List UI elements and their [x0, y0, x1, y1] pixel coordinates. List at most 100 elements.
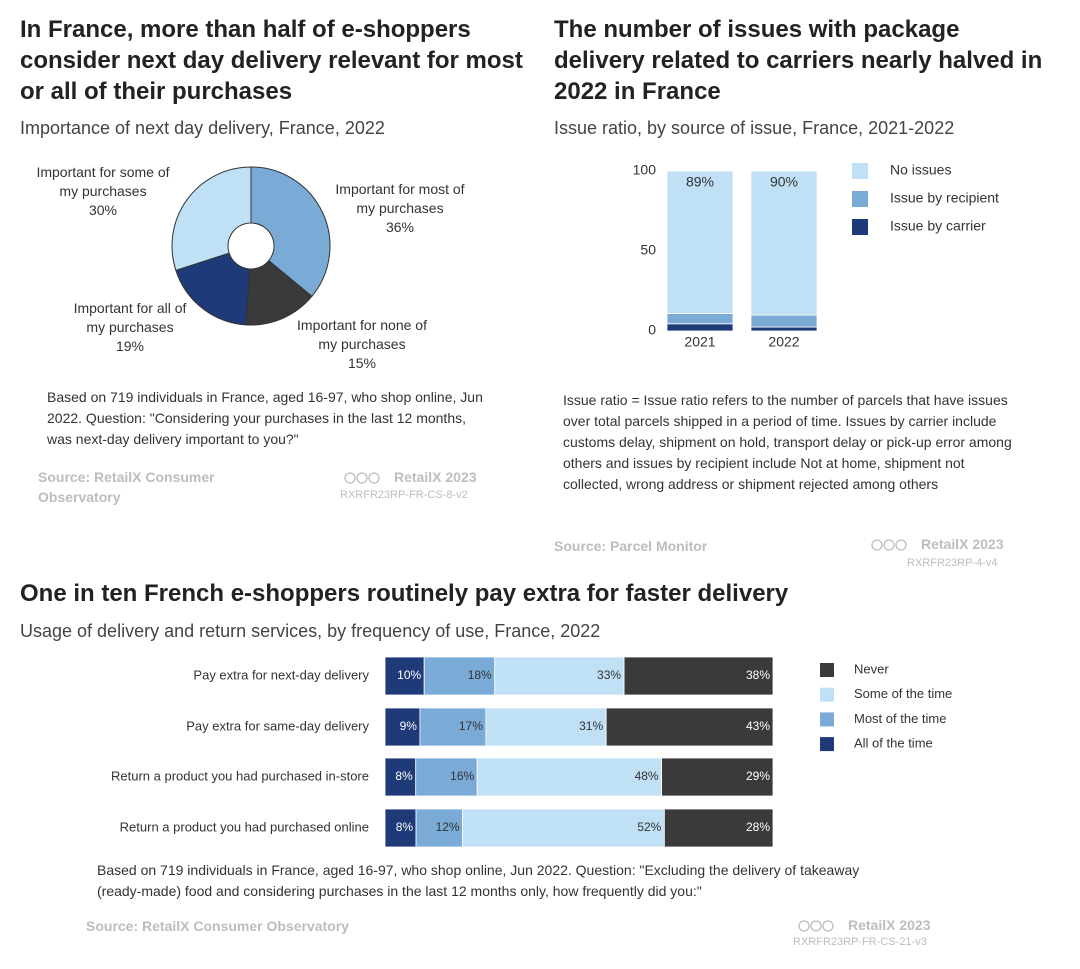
data-label: 29% [746, 769, 770, 783]
data-label: 48% [635, 769, 659, 783]
credit: RetailX 2023 [921, 536, 1004, 552]
legend-label: Some of the time [854, 686, 952, 701]
license-icon [344, 472, 356, 484]
report-code: RXRFR23RP-FR-CS-8-v2 [340, 489, 468, 501]
chart-title: One in ten French e-shoppers routinely p… [20, 580, 789, 607]
license-icon [356, 472, 368, 484]
bar-segment [384, 757, 417, 797]
legend-swatch [820, 663, 834, 677]
y-tick-label: 100 [633, 162, 657, 178]
y-tick-label: 0 [648, 322, 656, 338]
bar-segment [750, 326, 818, 332]
bar-segment [423, 656, 496, 696]
legend-label: All of the time [854, 736, 933, 751]
license-icon [810, 920, 822, 932]
data-label: 8% [396, 820, 414, 834]
bar-segment [462, 808, 665, 848]
legend-label: No issues [890, 162, 951, 178]
slice-value: 30% [88, 202, 118, 218]
legend-label: Most of the time [854, 711, 946, 726]
bar-segment [663, 808, 774, 848]
data-label: 17% [459, 719, 483, 733]
legend-swatch [852, 191, 868, 207]
bar-segment [494, 656, 625, 696]
x-tick-label: 2022 [768, 334, 799, 350]
source: Source: RetailX Consumer Observatory [86, 918, 349, 934]
slice-label: Important for most of my purchases 36% [325, 180, 475, 237]
bar-segment [666, 312, 734, 325]
bar-segment [666, 323, 734, 332]
bar-segment [623, 656, 774, 696]
data-label: 43% [746, 719, 770, 733]
chart-subtitle: Usage of delivery and return services, b… [20, 621, 601, 641]
bar-segment [415, 808, 464, 848]
category-label: Return a product you had purchased in-st… [111, 768, 369, 783]
credit: RetailX 2023 [394, 469, 477, 485]
bar-segment [384, 656, 425, 696]
bar-segment [661, 757, 774, 797]
chart-title: The number of issues with package delive… [554, 16, 1043, 105]
license-icon [822, 920, 834, 932]
legend-label: Issue by carrier [890, 218, 986, 234]
pie-slice [245, 259, 313, 326]
pie-slice [250, 166, 331, 298]
slice-category: Important for all of my purchases [73, 300, 187, 335]
category-label: Pay extra for next-day delivery [193, 667, 369, 682]
source: Source: Parcel Monitor [554, 538, 708, 554]
license-icon [368, 472, 380, 484]
slice-label: Important for some of my purchases 30% [28, 163, 178, 220]
slice-value: 19% [115, 338, 145, 354]
license-icon [871, 539, 883, 551]
legend-swatch [852, 163, 868, 179]
legend-swatch [852, 219, 868, 235]
license-icon [895, 539, 907, 551]
data-label: 12% [436, 820, 460, 834]
chart-note: Issue ratio = Issue ratio refers to the … [563, 392, 1012, 492]
slice-category: Important for some of my purchases [36, 164, 170, 199]
data-label: 90% [770, 174, 798, 190]
slice-value: 36% [385, 219, 415, 235]
bar-segment [384, 808, 417, 848]
data-label: 16% [450, 769, 474, 783]
category-label: Return a product you had purchased onlin… [120, 819, 369, 834]
bar-segment [419, 707, 487, 747]
data-label: 38% [746, 668, 770, 682]
y-tick-label: 50 [640, 242, 656, 258]
chart-note: Based on 719 individuals in France, aged… [47, 389, 483, 447]
data-label: 52% [637, 820, 661, 834]
legend-label: Never [854, 661, 889, 676]
legend-swatch [820, 737, 834, 752]
chart-title: In France, more than half of e-shoppers … [20, 16, 523, 105]
pie-slice [171, 166, 252, 272]
chart-note: Based on 719 individuals in France, aged… [97, 862, 860, 899]
bar-segment [476, 757, 662, 797]
data-label: 9% [400, 719, 418, 733]
legend-label: Issue by recipient [890, 190, 999, 206]
slice-label: Important for all of my purchases 19% [55, 299, 205, 356]
data-label: 10% [397, 668, 421, 682]
report-code: RXRFR23RP-4-v4 [907, 557, 998, 569]
slice-category: Important for none of my purchases [297, 317, 427, 352]
slice-category: Important for most of my purchases [335, 181, 465, 216]
data-label: 33% [597, 668, 621, 682]
source: Source: RetailX Consumer Observatory [38, 469, 215, 505]
data-label: 89% [686, 174, 714, 190]
category-label: Pay extra for same-day delivery [186, 718, 369, 733]
data-label: 28% [746, 820, 770, 834]
data-label: 8% [395, 769, 413, 783]
chart-subtitle: Issue ratio, by source of issue, France,… [554, 118, 955, 138]
data-label: 18% [468, 668, 492, 682]
license-icon [798, 920, 810, 932]
bar-segment [750, 170, 818, 316]
license-icon [883, 539, 895, 551]
bar-segment [485, 707, 607, 747]
legend-swatch [820, 712, 834, 727]
bar-segment [605, 707, 774, 747]
credit: RetailX 2023 [848, 917, 931, 933]
bar-segment [666, 170, 734, 314]
slice-label: Important for none of my purchases 15% [287, 316, 437, 373]
x-tick-label: 2021 [684, 334, 715, 350]
report-code: RXRFR23RP-FR-CS-21-v3 [793, 936, 927, 948]
